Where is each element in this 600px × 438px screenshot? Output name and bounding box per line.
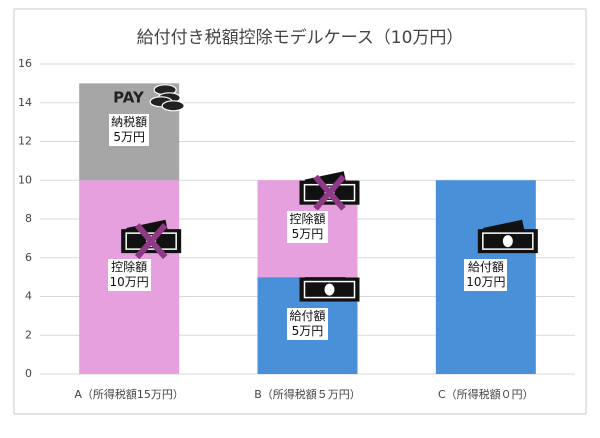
bill-inner <box>303 183 356 202</box>
y-tick-label: 2 <box>25 328 32 341</box>
bill-inner <box>125 232 177 250</box>
segment-label: 給付額 5万円 <box>287 307 328 340</box>
label-box: 控除額 10万円 <box>107 259 151 292</box>
y-tick-label: 10 <box>18 173 32 186</box>
label-box: 納税額 5万円 <box>109 113 150 146</box>
y-tick-label: 4 <box>25 290 32 303</box>
x-tick-label: B（所得税額５万円） <box>254 387 361 401</box>
pay-icon: PAY <box>113 84 185 112</box>
label-box: 控除額 5万円 <box>287 210 328 243</box>
bill-icon <box>477 219 538 254</box>
x-tick-label: A（所得税額15万円） <box>74 387 184 401</box>
label-box: 給付額 5万円 <box>287 307 328 340</box>
label-box: 給付額 10万円 <box>464 259 508 292</box>
bill-coin <box>502 235 513 248</box>
segment-label: 給付額 10万円 <box>464 259 508 292</box>
crossed-bill-icon <box>299 171 360 211</box>
crossed-bill-icon <box>121 219 182 260</box>
y-tick-label: 8 <box>25 212 32 225</box>
cross <box>134 223 168 260</box>
cross <box>313 174 346 211</box>
pay-mark: PAY <box>113 88 145 106</box>
segment-label: 納税額 5万円 <box>109 113 150 146</box>
bill-inner <box>482 232 534 250</box>
segment-label: 控除額 5万円 <box>287 210 328 243</box>
chart-title: 給付付き税額控除モデルケース（10万円） <box>137 27 464 48</box>
y-tick-label: 0 <box>25 367 32 380</box>
y-tick-label: 16 <box>18 57 32 70</box>
coin <box>161 100 185 112</box>
y-tick-label: 12 <box>18 135 32 148</box>
bill-coin <box>324 283 335 296</box>
y-tick-label: 14 <box>18 96 32 109</box>
x-tick-label: C（所得税額０円） <box>438 387 534 401</box>
y-tick-label: 6 <box>25 251 32 264</box>
bill-inner <box>303 280 356 299</box>
segment-label: 控除額 10万円 <box>107 259 151 292</box>
